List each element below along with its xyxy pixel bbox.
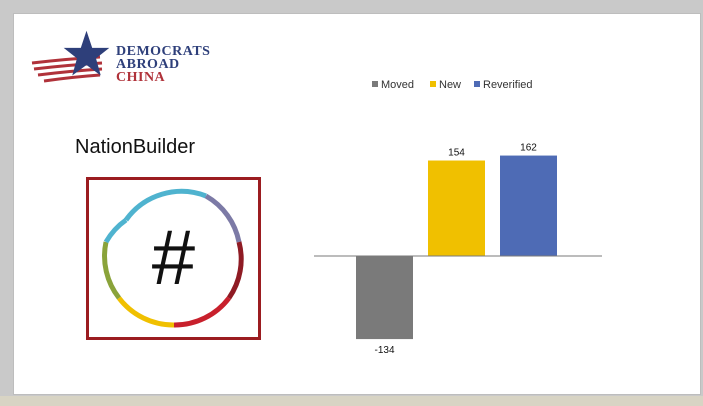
legend-label-new: New <box>439 79 461 91</box>
data-label-moved: -134 <box>374 345 394 356</box>
presentation-slide: DEMOCRATS ABROAD CHINA NationBuilder # M… <box>14 14 700 394</box>
nationbuilder-hash-icon: # <box>102 188 244 328</box>
nationbuilder-logo-box: # <box>86 177 261 340</box>
bar-new <box>428 160 485 256</box>
legend-swatch-moved <box>372 81 378 87</box>
legend-label-reverified: Reverified <box>483 79 533 91</box>
democrats-abroad-logo: DEMOCRATS ABROAD CHINA <box>26 27 226 87</box>
bar-reverified <box>500 155 557 256</box>
window-bottom-strip <box>0 396 703 406</box>
hash-symbol: # <box>152 213 195 301</box>
legend-label-moved: Moved <box>381 79 414 91</box>
logo-text-abroad: ABROAD <box>116 57 180 72</box>
logo-text-democrats: DEMOCRATS <box>116 44 211 59</box>
legend-swatch-reverified <box>474 81 480 87</box>
nationbuilder-title: NationBuilder <box>75 136 196 158</box>
bar-chart: Moved New Reverified -134 154 162 <box>314 79 602 357</box>
bar-moved <box>356 256 413 340</box>
legend-swatch-new <box>430 81 436 87</box>
chart-bars <box>356 155 557 340</box>
chart-data-labels: -134 154 162 <box>374 143 537 357</box>
data-label-reverified: 162 <box>520 143 537 154</box>
star-stripes-icon <box>31 30 110 83</box>
data-label-new: 154 <box>448 148 465 159</box>
logo-text-china: CHINA <box>116 70 166 85</box>
chart-legend: Moved New Reverified <box>372 79 533 91</box>
